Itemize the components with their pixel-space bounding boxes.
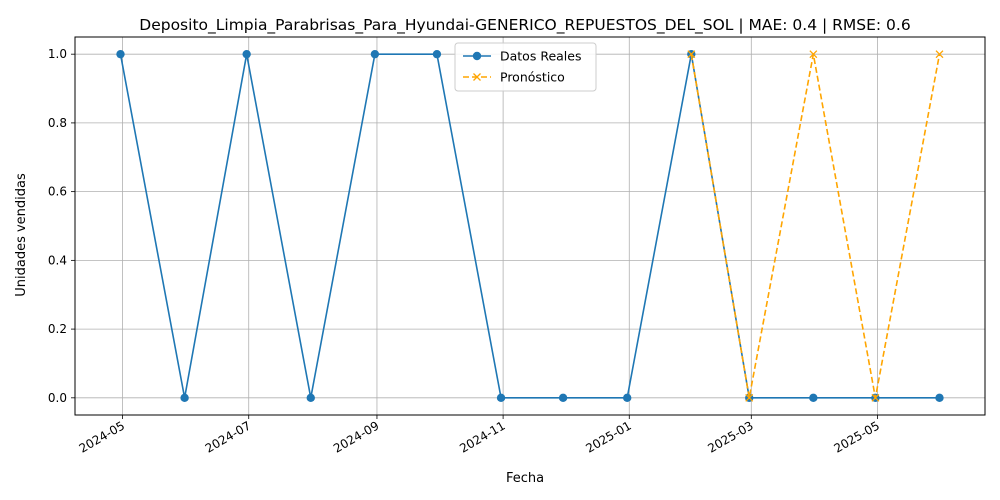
series-line-2	[690, 53, 941, 399]
data-point-2	[745, 393, 754, 402]
data-point-1	[306, 393, 315, 403]
data-point-1	[558, 393, 568, 403]
y-tick-label: 0.6	[48, 185, 67, 199]
x-tick-label: 2024-09	[331, 418, 381, 455]
x-tick-label: 2025-03	[705, 418, 755, 455]
series-line-1	[119, 53, 940, 399]
data-point-1	[116, 49, 125, 59]
legend-marker-1	[472, 51, 482, 61]
data-point-1	[935, 393, 944, 403]
series-layer	[116, 49, 944, 403]
data-point-1	[432, 49, 442, 59]
y-tick-label: 0.4	[48, 253, 67, 267]
x-axis-title: Fecha	[506, 471, 544, 486]
data-point-1	[180, 393, 189, 403]
x-tick-label: 2024-07	[203, 418, 253, 455]
legend-marker-2	[473, 73, 481, 81]
data-point-1	[496, 393, 506, 403]
x-tick-label: 2025-05	[832, 418, 882, 455]
legend: Datos Reales Pronóstico	[454, 42, 597, 92]
data-point-2	[871, 393, 880, 402]
x-tick-label: 2025-01	[583, 418, 633, 455]
data-point-1	[242, 49, 251, 59]
chart-title: Deposito_Limpia_Parabrisas_Para_Hyundai-…	[139, 16, 910, 35]
y-tick-label: 0.2	[48, 322, 67, 336]
legend-box	[454, 42, 597, 92]
axes-ticks: 2024-05 2024-07 2024-09 2024-11 2025-01 2025-…	[48, 47, 882, 455]
y-tick-label: 0.0	[48, 391, 67, 405]
grid	[75, 37, 985, 415]
data-point-2	[809, 50, 818, 59]
y-axis-title: Unidades vendidas	[14, 173, 29, 297]
data-point-2	[935, 50, 944, 59]
x-tick-label: 2024-11	[457, 418, 507, 455]
data-point-1	[623, 393, 632, 403]
data-point-1	[370, 49, 380, 59]
legend-label-1: Datos Reales	[500, 49, 581, 64]
y-tick-label: 0.8	[48, 116, 67, 130]
y-tick-label: 1.0	[48, 47, 67, 61]
legend-label-2: Pronóstico	[500, 70, 565, 85]
data-point-1	[809, 393, 818, 403]
data-point-2	[687, 50, 696, 59]
plot-frame	[74, 36, 986, 416]
x-tick-label: 2024-05	[77, 418, 127, 455]
